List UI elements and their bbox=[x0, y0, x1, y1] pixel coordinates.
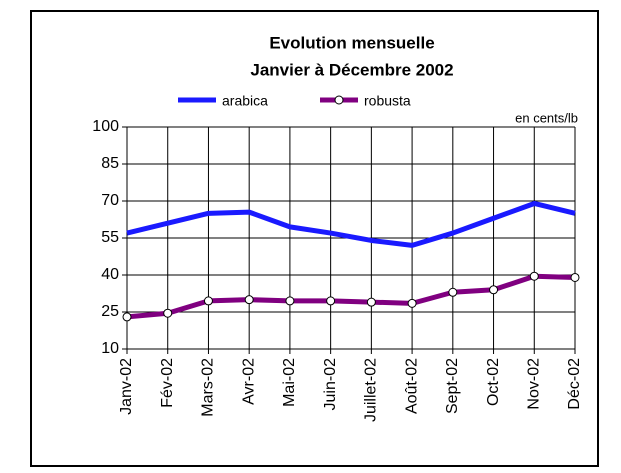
chart-title: Evolution mensuelle bbox=[269, 33, 434, 52]
y-tick-label: 70 bbox=[101, 192, 119, 209]
legend-label: arabica bbox=[222, 93, 268, 109]
x-tick-label: Avr-02 bbox=[240, 358, 257, 405]
x-tick-label: Nov-02 bbox=[525, 358, 542, 410]
legend-marker bbox=[334, 95, 344, 105]
x-tick-label: Fév-02 bbox=[159, 358, 176, 408]
y-tick-label: 55 bbox=[101, 229, 119, 246]
series-line bbox=[126, 200, 576, 248]
series-marker bbox=[122, 312, 132, 322]
y-tick-label: 10 bbox=[101, 340, 119, 357]
series-marker bbox=[163, 308, 173, 318]
unit-label: en cents/lb bbox=[515, 110, 578, 125]
x-tick-label: Mai-02 bbox=[281, 358, 298, 407]
y-tick-label: 85 bbox=[101, 155, 119, 172]
series-marker bbox=[529, 271, 539, 281]
series-marker bbox=[285, 296, 295, 306]
series-marker bbox=[366, 297, 376, 307]
legend-label: robusta bbox=[364, 93, 411, 109]
chart-subtitle: Janvier à Décembre 2002 bbox=[250, 60, 453, 79]
x-tick-label: Mars-02 bbox=[200, 358, 217, 417]
series-marker bbox=[570, 272, 580, 282]
series-line bbox=[126, 273, 576, 320]
x-tick-label: Sept-02 bbox=[444, 358, 461, 414]
y-tick-label: 100 bbox=[92, 118, 119, 135]
series-marker bbox=[203, 296, 213, 306]
x-tick-label: Déc-02 bbox=[566, 358, 583, 410]
series-marker bbox=[448, 287, 458, 297]
x-tick-label: Janv-02 bbox=[118, 358, 135, 415]
y-tick-label: 25 bbox=[101, 303, 119, 320]
x-tick-label: Juillet-02 bbox=[363, 358, 380, 422]
x-tick-label: Août-02 bbox=[403, 358, 420, 414]
series-marker bbox=[407, 298, 417, 308]
y-tick-label: 40 bbox=[101, 266, 119, 283]
x-tick-label: Juin-02 bbox=[322, 358, 339, 411]
series-marker bbox=[326, 296, 336, 306]
series-marker bbox=[244, 295, 254, 305]
series-marker bbox=[489, 285, 499, 295]
x-tick-label: Oct-02 bbox=[485, 358, 502, 406]
